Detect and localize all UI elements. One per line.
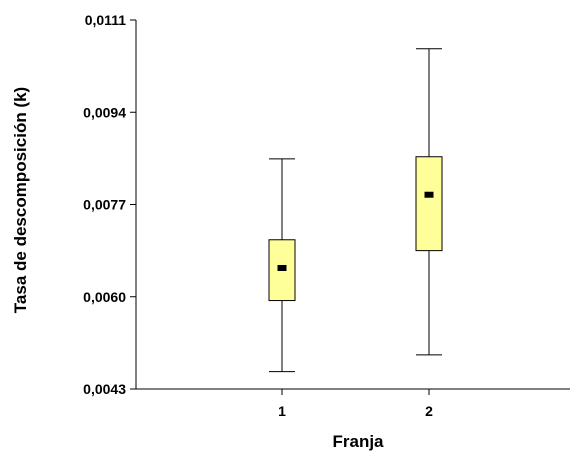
x-tick-label: 1 <box>278 403 286 419</box>
y-tick-label: 0,0094 <box>83 104 126 120</box>
y-tick-label: 0,0077 <box>83 197 126 213</box>
y-tick-label: 0,0043 <box>83 381 126 397</box>
box-series <box>268 48 443 373</box>
median-marker <box>277 264 287 271</box>
x-axis-title: Franja <box>332 432 384 451</box>
y-axis: 0,0043 0,0060 0,0077 0,0094 0,0111 <box>83 12 137 397</box>
y-axis-title: Tasa de descomposición (k) <box>11 87 30 313</box>
box-iqr <box>415 156 443 252</box>
y-tick-label: 0,0060 <box>83 289 126 305</box>
median-marker <box>424 191 434 198</box>
box-2 <box>415 48 443 356</box>
x-tick-label: 2 <box>425 403 433 419</box>
box-1 <box>268 158 296 373</box>
y-tick-label: 0,0111 <box>85 12 126 28</box>
